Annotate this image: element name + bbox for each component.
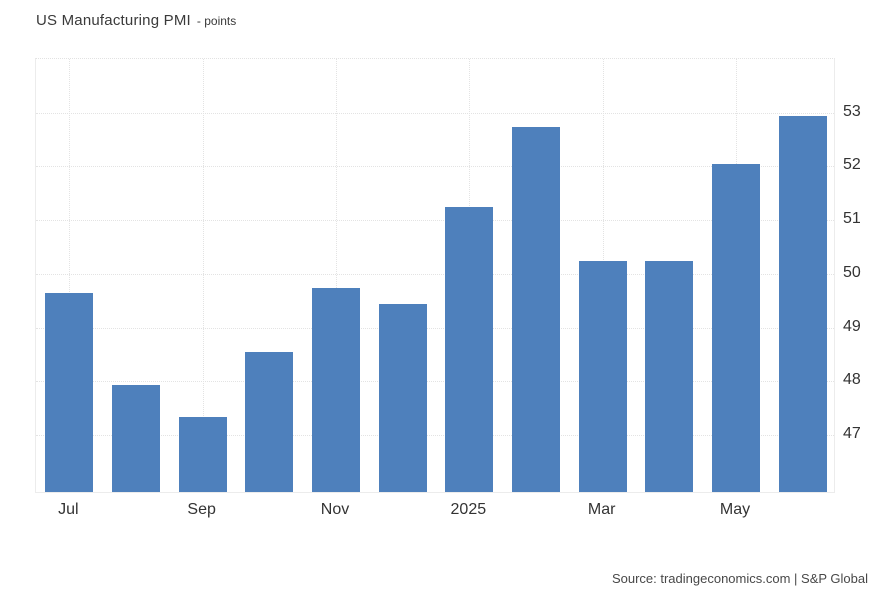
bar-nov-2024 [312,287,360,492]
h-gridline [36,327,834,329]
x-tick-label: 2025 [450,501,487,518]
h-gridline [36,112,834,114]
y-tick-label: 48 [843,371,861,389]
v-gridline [336,59,337,492]
bar-apr-2025 [645,261,694,492]
x-tick-label: Nov [320,501,350,518]
h-gridline [36,381,834,383]
h-gridline [36,273,834,275]
y-tick-label: 52 [843,156,861,174]
chart-subtitle: - points [196,14,237,28]
bar-sep-2024 [178,416,227,492]
bar-jun-2025 [778,116,827,492]
x-tick-label: Jul [58,501,79,518]
bar-jul-2024 [45,293,94,492]
h-gridline [36,166,834,168]
bar-dec-2024 [378,304,427,492]
y-tick-label: 47 [843,424,861,442]
source-attribution: Source: tradingeconomics.com | S&P Globa… [611,571,868,586]
h-gridline [36,220,834,222]
bar-mar-2025 [578,261,627,492]
y-tick-label: 49 [843,317,861,335]
bar-oct-2024 [245,352,294,492]
y-tick-label: 50 [843,263,861,281]
plot-area [35,58,835,493]
y-tick-label: 51 [843,210,861,228]
chart-header: US Manufacturing PMI - points [36,12,236,29]
v-gridline [69,59,71,492]
x-tick-label: Sep [187,501,216,518]
chart-title: US Manufacturing PMI [36,12,191,29]
y-tick-label: 53 [843,102,861,120]
h-gridline [36,434,834,436]
bar-may-2025 [712,164,760,492]
bar-jan-2025 [445,207,494,492]
x-tick-label: Mar [587,501,616,518]
bar-aug-2024 [112,384,160,492]
v-gridline [202,59,204,492]
bar-feb-2025 [512,126,560,492]
x-tick-label: May [719,501,751,518]
